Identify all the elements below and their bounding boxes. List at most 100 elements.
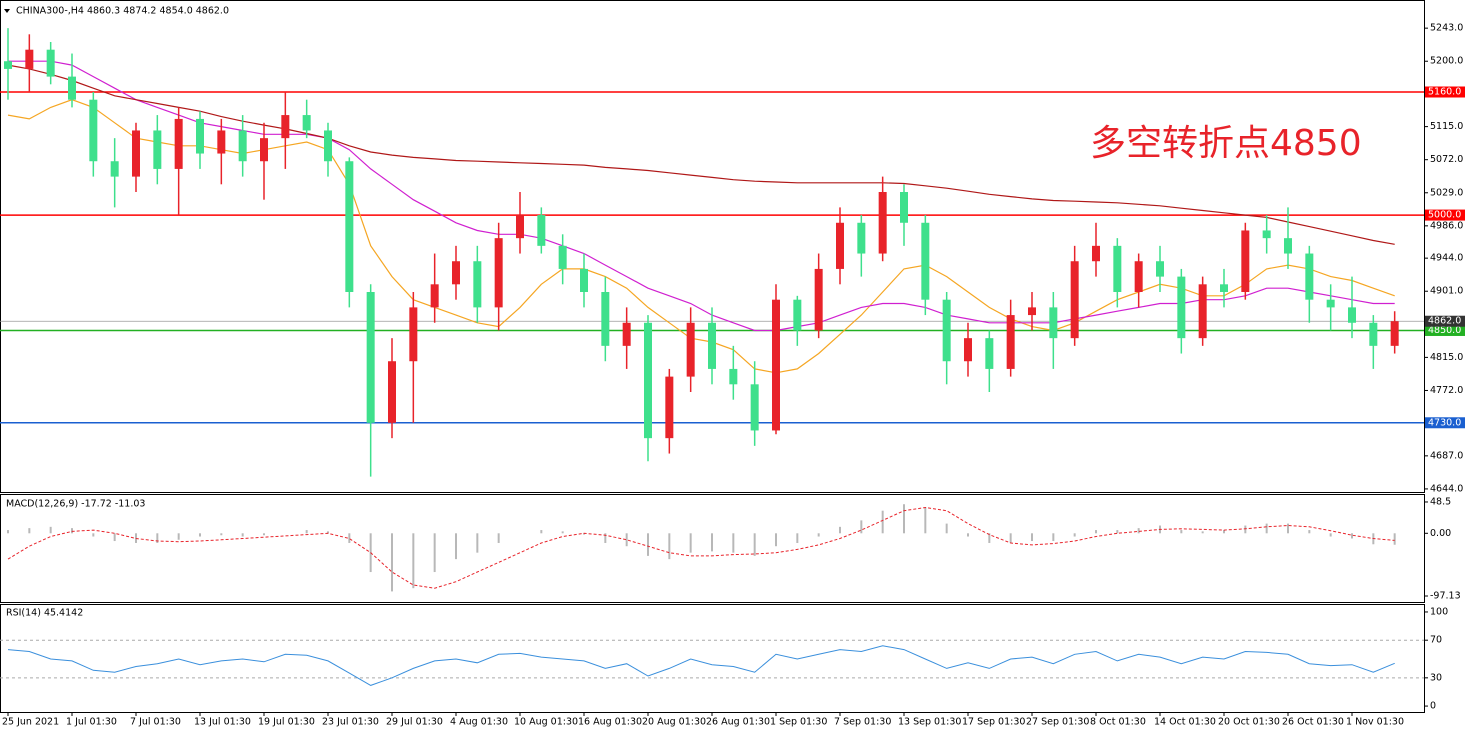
candle-body: [622, 322, 631, 346]
rsi-title: RSI(14) 45.4142: [6, 608, 83, 619]
candle-body: [46, 49, 55, 77]
y-tick-label: 4687.0: [1430, 450, 1463, 461]
y-tick-label: 48.5: [1430, 496, 1451, 507]
candle-body: [1156, 261, 1164, 277]
candle-body: [324, 130, 332, 162]
candle-body: [153, 130, 162, 169]
candle-body: [601, 292, 610, 346]
price-title: CHINA300-,H4 4860.3 4874.2 4854.0 4862.0: [16, 6, 229, 17]
candle-body: [409, 307, 418, 362]
level-label: 4850.0: [1428, 325, 1461, 336]
candle-body: [473, 261, 482, 308]
rsi-line: [7, 645, 1395, 686]
x-tick-label: 8 Oct 01:30: [1090, 717, 1146, 728]
candle-body: [644, 322, 652, 439]
candle-body: [516, 215, 524, 239]
candle-body: [494, 238, 503, 308]
candle-body: [964, 338, 972, 362]
level-label: 5000.0: [1428, 210, 1461, 221]
x-tick-label: 19 Jul 01:30: [258, 717, 315, 728]
candle-body: [985, 338, 994, 369]
candle-body: [1305, 253, 1314, 300]
candle-body: [68, 76, 76, 100]
y-tick-label: 4815.0: [1430, 352, 1463, 363]
candle-body: [921, 222, 930, 300]
level-label-box: [1425, 209, 1465, 221]
candle-body: [260, 138, 268, 162]
price-panel: [0, 0, 1425, 493]
candle-body: [281, 115, 290, 139]
candle-body: [302, 115, 311, 131]
candle-body: [793, 299, 802, 331]
x-tick-label: 10 Aug 01:30: [514, 717, 578, 728]
x-tick-label: 16 Aug 01:30: [578, 717, 642, 728]
y-tick-label: 0: [1430, 701, 1436, 712]
candle-body: [196, 118, 204, 154]
candle-body: [1198, 284, 1207, 339]
signal-line: [7, 506, 1395, 589]
last-price-label: 4862.0: [1428, 316, 1461, 327]
annotation: 多空转折点4850: [1090, 123, 1362, 164]
x-tick-label: 7 Jul 01:30: [130, 717, 181, 728]
candle-body: [1177, 276, 1186, 339]
candle-body: [878, 192, 887, 254]
candle-body: [1241, 230, 1250, 292]
macd-panel: [0, 494, 1425, 603]
x-tick-label: 13 Jul 01:30: [194, 717, 251, 728]
x-tick-label: 23 Jul 01:30: [322, 717, 379, 728]
y-tick-label: 4986.0: [1430, 220, 1463, 231]
x-tick-label: 26 Oct 01:30: [1282, 717, 1344, 728]
x-tick-label: 17 Sep 01:30: [962, 717, 1025, 728]
y-tick-label: 100: [1430, 606, 1448, 617]
candle-body: [686, 322, 695, 377]
candle-body: [729, 368, 738, 385]
y-tick-label: 70: [1430, 635, 1442, 646]
candle-body: [857, 222, 866, 254]
candle-body: [558, 245, 567, 269]
candle-body: [708, 322, 716, 369]
x-tick-label: 29 Jul 01:30: [386, 717, 443, 728]
x-tick-label: 14 Oct 01:30: [1154, 717, 1216, 728]
level-label-box: [1425, 417, 1465, 429]
candle-body: [25, 49, 34, 69]
candle-body: [89, 99, 98, 162]
x-tick-label: 1 Jul 01:30: [66, 717, 117, 728]
level-label: 5160.0: [1428, 87, 1461, 98]
menu-arrow[interactable]: [4, 9, 10, 13]
candle-body: [1028, 307, 1036, 316]
level-label: 4730.0: [1428, 417, 1461, 428]
candle-body: [366, 292, 375, 423]
candle-body: [1220, 284, 1228, 292]
last-price-box: [1425, 315, 1465, 327]
y-tick-label: 30: [1430, 672, 1442, 683]
candle-body: [217, 130, 226, 154]
x-tick-label: 1 Nov 01:30: [1346, 717, 1404, 728]
candle-body: [772, 299, 780, 431]
candle-body: [1049, 307, 1058, 339]
y-tick-label: 4944.0: [1430, 253, 1463, 264]
x-tick-label: 7 Sep 01:30: [834, 717, 891, 728]
candle-body: [452, 261, 460, 285]
candle-body: [836, 222, 844, 269]
candle-body: [1070, 261, 1079, 339]
moving-average: [8, 60, 1395, 332]
candle-body: [1369, 322, 1378, 346]
candle-body: [750, 384, 759, 431]
candle-body: [1006, 315, 1015, 369]
candle-body: [1326, 299, 1335, 308]
candle-body: [900, 192, 908, 223]
rsi-panel: [0, 604, 1425, 713]
y-tick-label: 5115.0: [1430, 121, 1463, 132]
candle-body: [110, 161, 119, 177]
candle-body: [430, 284, 439, 308]
candle-body: [388, 361, 396, 423]
candle-body: [1262, 230, 1271, 239]
candle-body: [1390, 321, 1399, 346]
y-tick-label: 5200.0: [1430, 56, 1463, 67]
candle-body: [942, 299, 951, 362]
x-tick-label: 13 Sep 01:30: [898, 717, 961, 728]
candle-body: [4, 61, 12, 69]
candle-body: [132, 130, 140, 177]
y-tick-label: 4644.0: [1430, 483, 1463, 494]
